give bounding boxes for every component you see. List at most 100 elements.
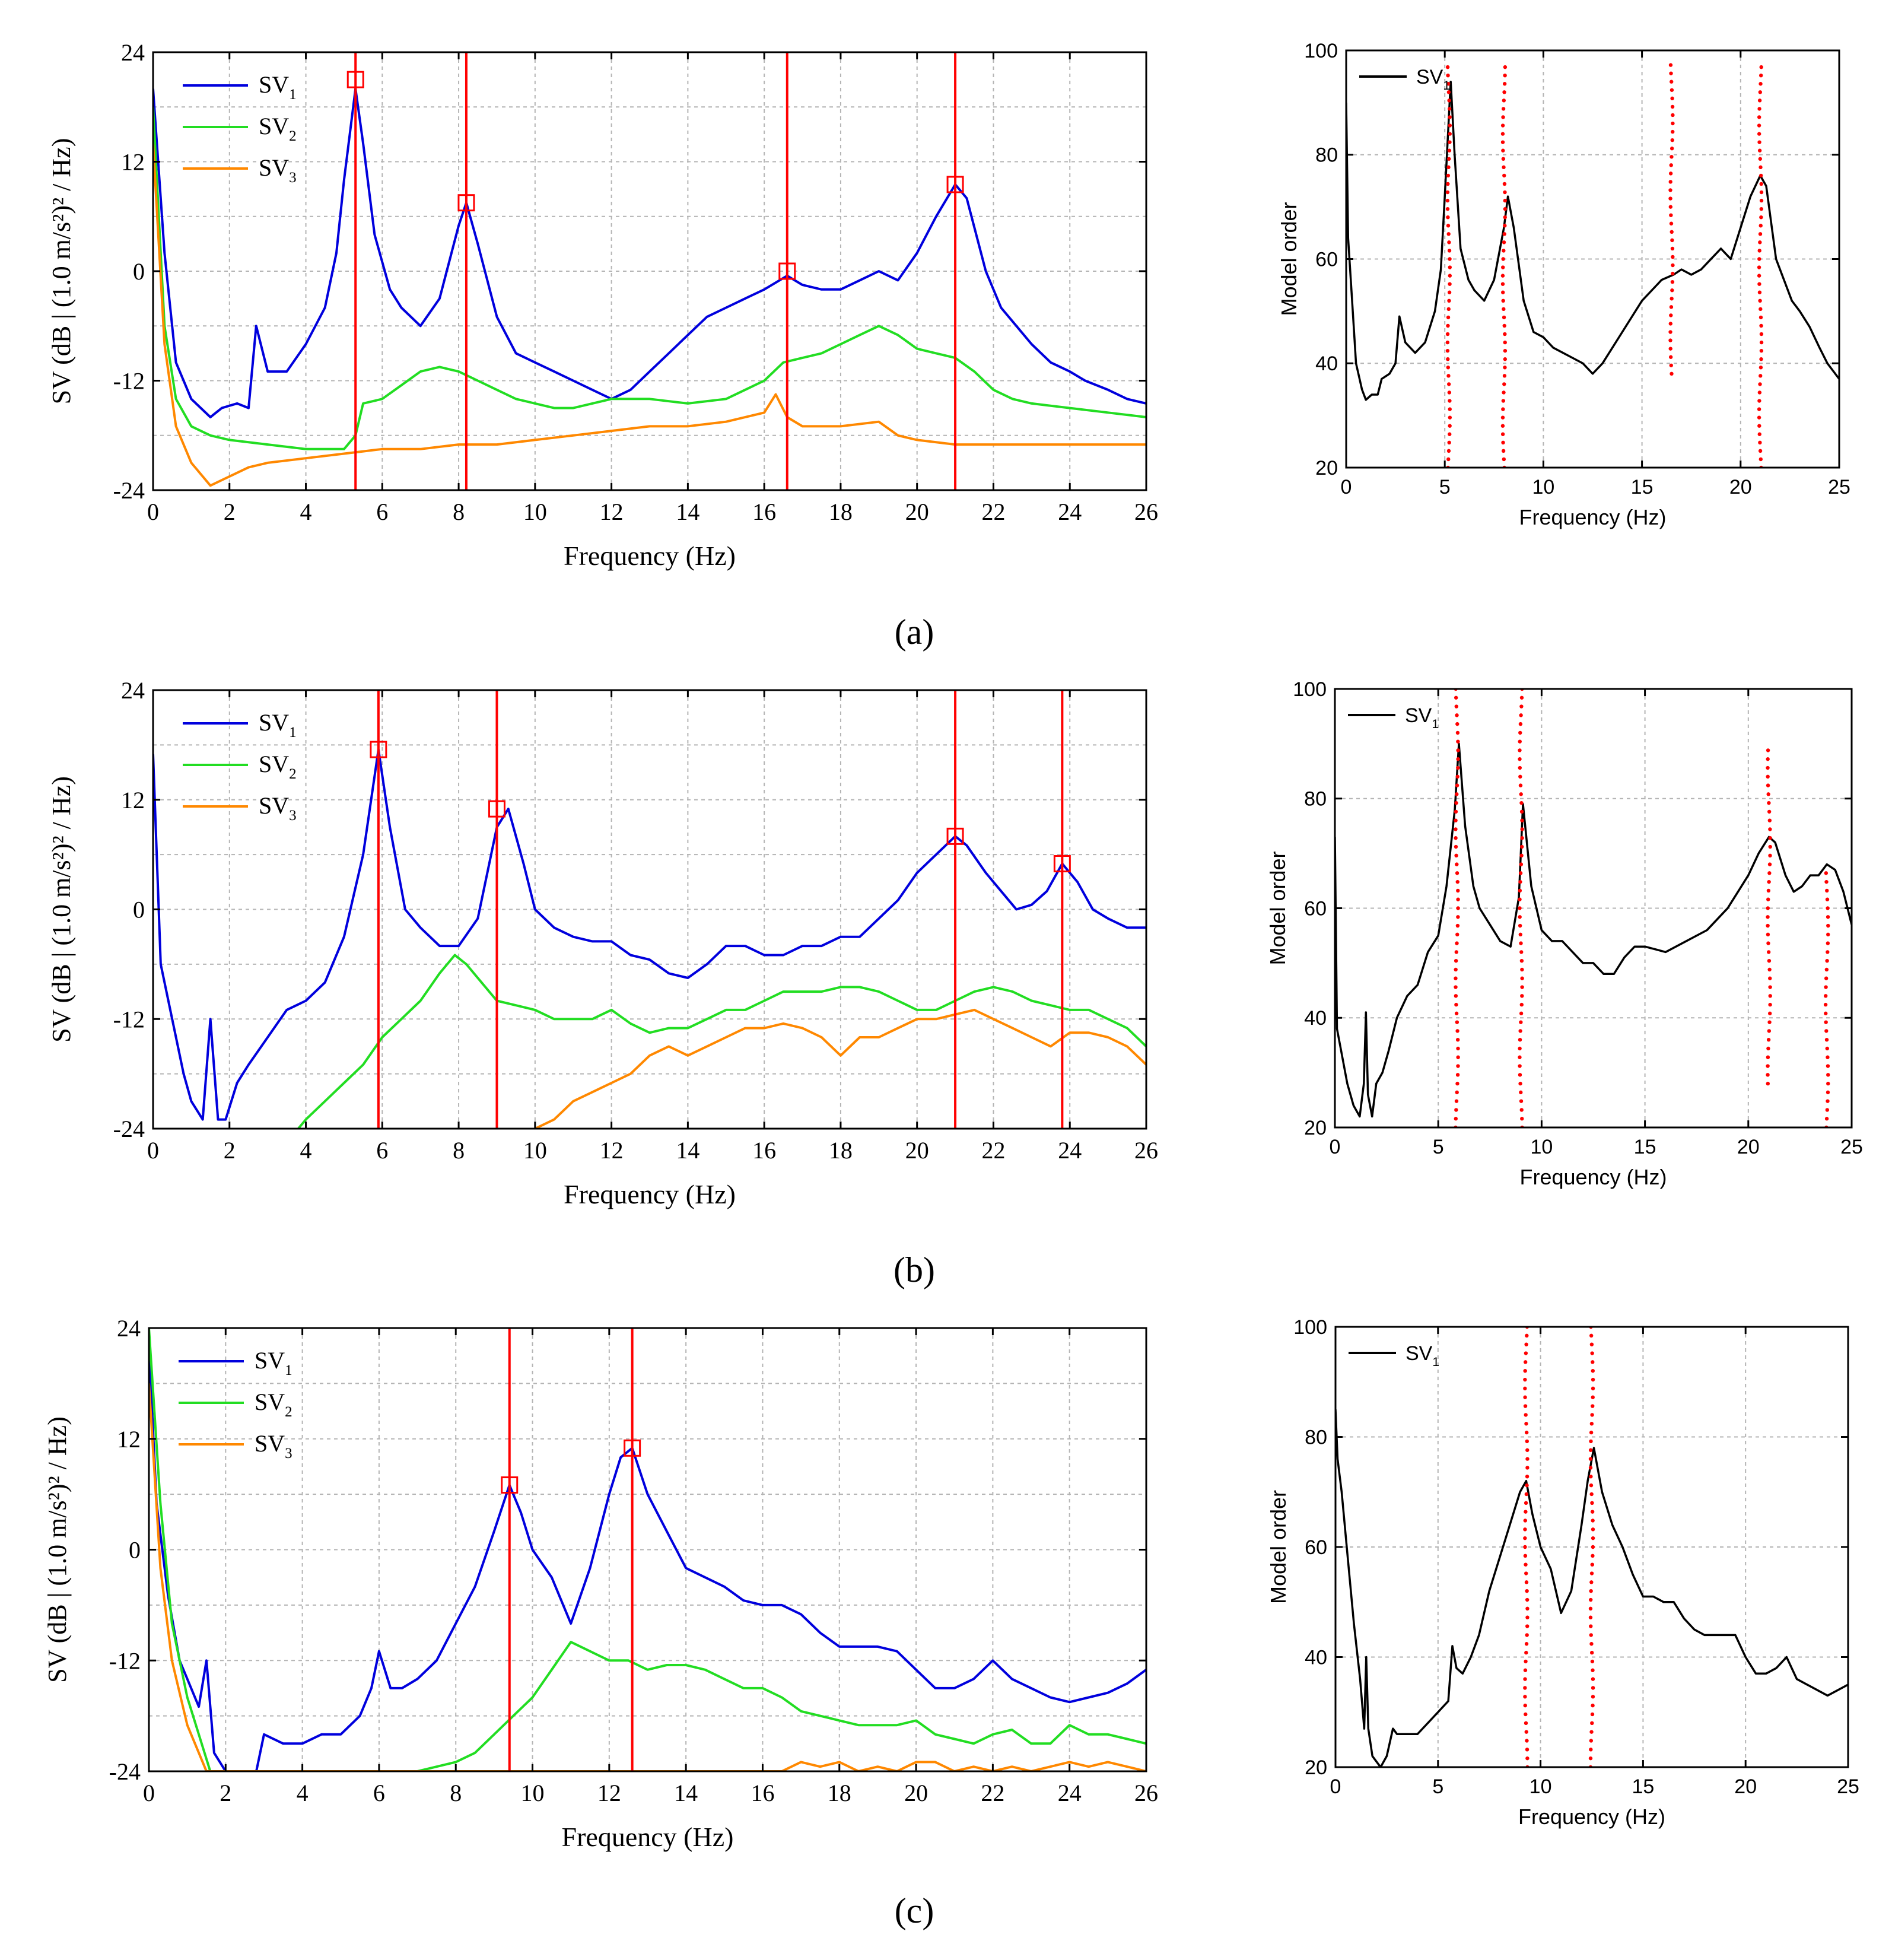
series-line-sv3 xyxy=(153,143,1146,487)
stabilization-dot xyxy=(1445,332,1450,336)
x-tick-label: 2 xyxy=(224,498,236,525)
legend-label-sv1-base: SV xyxy=(259,709,289,736)
stabilization-dot xyxy=(1500,123,1505,128)
stabilization-dot xyxy=(1503,357,1508,361)
stabilization-dot xyxy=(1759,198,1764,203)
x-tick-label: 0 xyxy=(1330,1775,1341,1798)
legend-label-sv3: SV3 xyxy=(259,154,297,186)
stabilization-dot xyxy=(1446,457,1451,462)
stabilization-dot xyxy=(1759,82,1763,86)
stabilization-dot xyxy=(1455,941,1459,945)
stabilization-dot xyxy=(1446,323,1450,328)
stabilization-dot xyxy=(1456,1046,1460,1051)
stabilization-dot xyxy=(1518,915,1522,919)
stabilization-dot xyxy=(1448,424,1452,428)
stabilization-dot xyxy=(1455,932,1459,937)
stabilization-dot xyxy=(1445,340,1450,345)
stabilization-dot xyxy=(1454,1108,1458,1112)
x-tick-label: 12 xyxy=(597,1780,621,1806)
stabilization-dot xyxy=(1500,140,1505,144)
stabilization-dot xyxy=(1524,1659,1528,1664)
stabilization-dot xyxy=(1768,844,1772,849)
stabilization-dot xyxy=(1501,407,1505,411)
stabilization-dot xyxy=(1758,90,1763,94)
x-tick-label: 25 xyxy=(1828,476,1850,498)
peak-marker xyxy=(946,176,964,193)
legend-label-sv2-base: SV xyxy=(259,113,289,139)
stabilization-dot xyxy=(1502,165,1506,170)
stabilization-dot xyxy=(1670,230,1674,234)
stabilization-dot xyxy=(1825,888,1829,893)
legend-label-sv2-sub: 2 xyxy=(285,1404,292,1420)
stabilization-dot xyxy=(1456,915,1460,919)
stabilization-dot xyxy=(1768,853,1772,858)
stabilization-dot xyxy=(1500,415,1505,420)
stabilization-dot xyxy=(1455,1029,1459,1033)
stabilization-dot xyxy=(1518,1046,1522,1051)
x-tick-label: 24 xyxy=(1058,1137,1082,1164)
stabilization-dot xyxy=(1455,1090,1459,1095)
stabilization-dot xyxy=(1588,1597,1593,1602)
stabilization-dot xyxy=(1670,371,1674,376)
stabilization-dot xyxy=(1523,1536,1527,1540)
stabilization-dot xyxy=(1757,265,1761,269)
stabilization-dot xyxy=(1759,190,1764,195)
stabilization-dot xyxy=(1757,424,1761,428)
stabilization-dot xyxy=(1523,1386,1527,1391)
axis-ticks: 0 5 10 15 20 25 20 40 60 80 100 xyxy=(1293,1316,1859,1798)
x-tick-label: 22 xyxy=(981,1137,1005,1164)
stabilization-dot xyxy=(1670,238,1674,243)
x-tick-label: 10 xyxy=(1530,1136,1553,1158)
stabilization-dot xyxy=(1668,355,1673,359)
x-tick-label: 20 xyxy=(905,1137,929,1164)
stabilization-dot xyxy=(1759,323,1763,328)
stabilization-dot xyxy=(1589,1642,1594,1646)
stabilization-dot xyxy=(1669,213,1673,217)
peak-marker xyxy=(488,800,505,818)
stabilization-dot xyxy=(1588,1457,1593,1461)
stabilization-dot xyxy=(1445,190,1450,195)
y-tick-label: 40 xyxy=(1315,352,1338,375)
x-tick-label: 0 xyxy=(1330,1136,1341,1158)
stabilization-dot xyxy=(1447,240,1451,244)
stabilization-dot xyxy=(1524,1510,1528,1514)
series-line-sv2 xyxy=(149,1328,1146,1771)
stabilization-dot xyxy=(1767,879,1771,884)
legend-label-sv1-sub: 1 xyxy=(285,1362,292,1378)
x-tick-label: 25 xyxy=(1840,1136,1863,1158)
stabilization-dot xyxy=(1500,274,1505,278)
panel-label-c: (c) xyxy=(895,1891,934,1930)
stabilization-dot xyxy=(1766,783,1770,787)
stabilization-dot xyxy=(1456,757,1460,761)
stabilization-dot xyxy=(1448,140,1452,144)
stabilization-dot xyxy=(1525,1748,1530,1752)
stabilization-dot xyxy=(1759,65,1763,69)
stabilization-dot xyxy=(1523,1369,1527,1373)
stabilization-dot xyxy=(1518,1064,1522,1068)
stabilization-dot xyxy=(1454,836,1458,840)
legend-label-sv3-sub: 3 xyxy=(289,170,297,186)
y-tick-label: 80 xyxy=(1304,788,1327,811)
stabilization-dot xyxy=(1668,171,1673,176)
plot-area xyxy=(153,52,1146,490)
stabilization-dot xyxy=(1588,1448,1593,1452)
x-axis-label: Frequency (Hz) xyxy=(1519,505,1666,529)
stabilization-dot xyxy=(1826,915,1830,919)
stabilization-dot xyxy=(1823,1002,1828,1007)
stabilization-dot xyxy=(1523,1527,1527,1532)
peak-marker xyxy=(370,741,387,758)
stabilization-dot xyxy=(1826,923,1830,928)
stabilization-dot xyxy=(1518,748,1522,752)
stabilization-dot xyxy=(1524,1721,1528,1725)
stabilization-dot xyxy=(1589,1571,1594,1575)
x-tick-label: 0 xyxy=(147,1137,159,1164)
panel-label-a: (a) xyxy=(895,612,934,652)
stabilization-dot xyxy=(1825,1108,1830,1112)
x-tick-label: 2 xyxy=(224,1137,236,1164)
stabilization-dot xyxy=(1588,1466,1593,1470)
x-tick-label: 15 xyxy=(1634,1136,1656,1158)
stabilization-dot xyxy=(1502,390,1506,395)
stabilization-dot xyxy=(1519,862,1524,866)
peak-marker xyxy=(778,262,796,280)
